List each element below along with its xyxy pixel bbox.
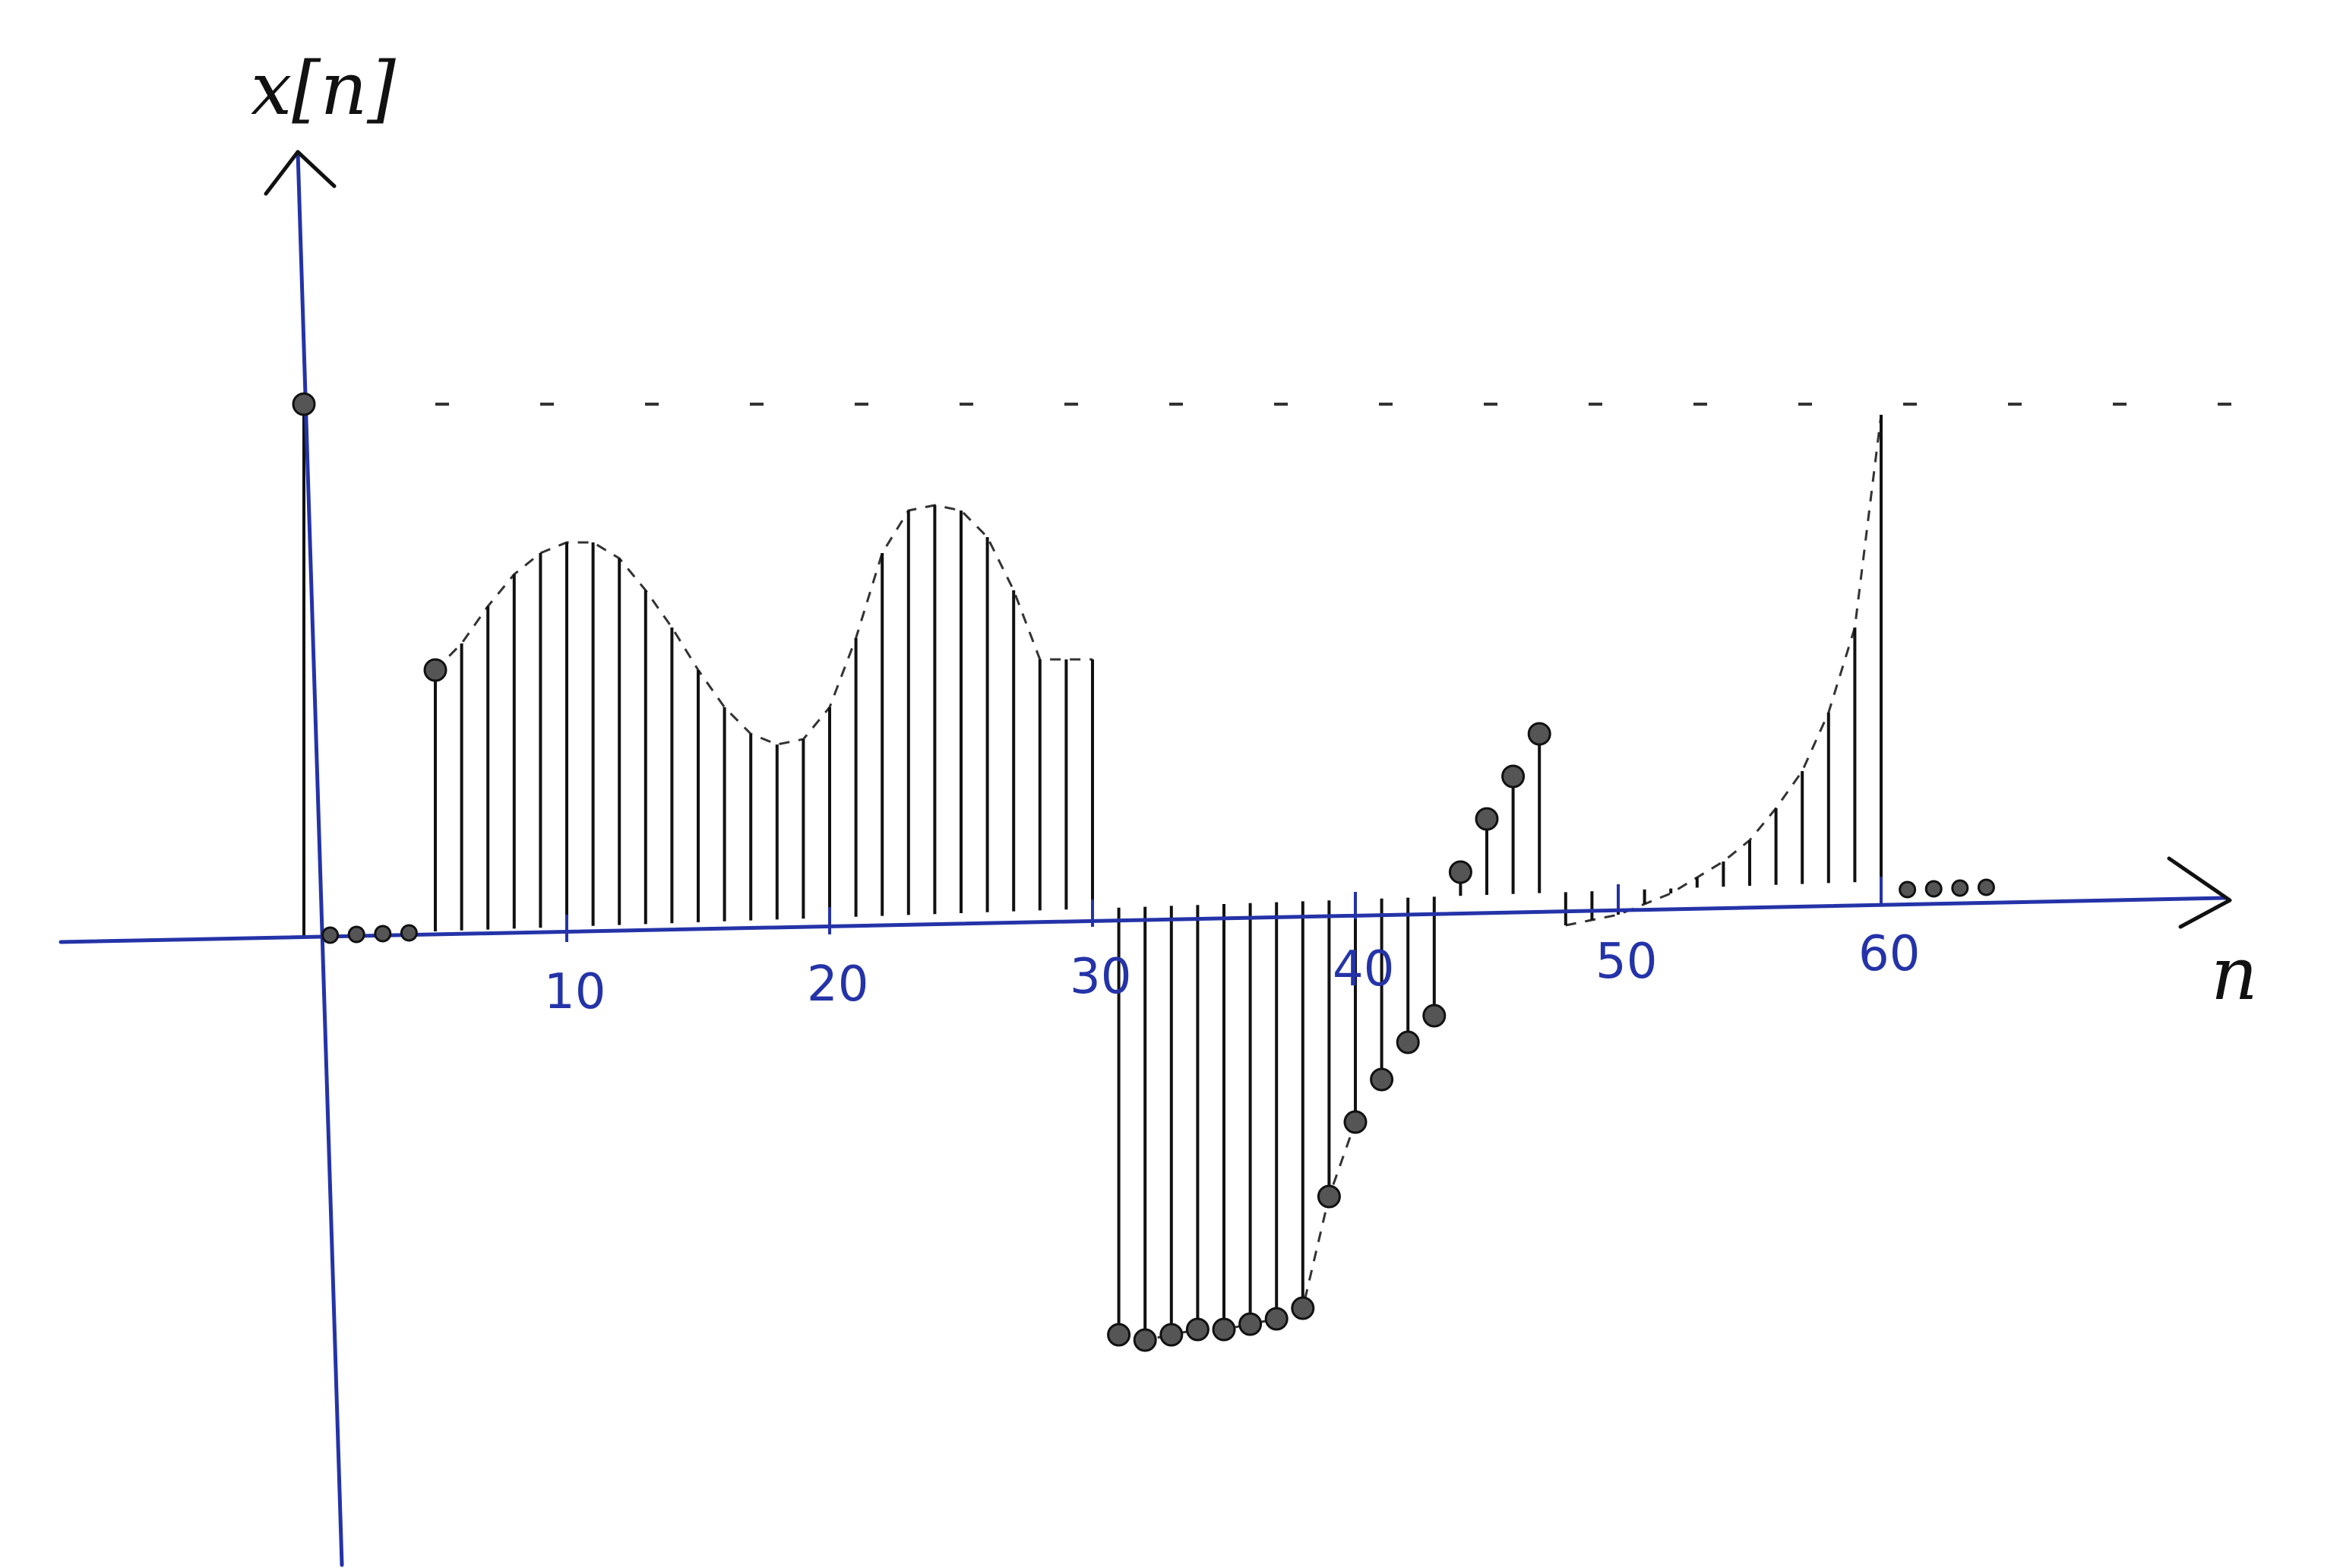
marker-n3 [374, 925, 392, 943]
marker-n47 [1527, 722, 1551, 746]
envelope-negative [1118, 1121, 1357, 1342]
x-tick-label-10: 10 [544, 964, 606, 1020]
x-tick-label-50: 50 [1595, 934, 1657, 990]
x-tick-label-40: 40 [1333, 941, 1394, 997]
marker-n37 [1264, 1307, 1289, 1331]
y-axis [296, 150, 344, 1567]
marker-n4 [400, 924, 418, 942]
markers-group [292, 392, 1995, 1352]
x-axis [58, 896, 2228, 944]
marker-n41 [1370, 1067, 1394, 1092]
marker-n63 [1951, 879, 1969, 897]
marker-n33 [1159, 1323, 1184, 1347]
marker-n61 [1899, 880, 1917, 899]
marker-n43 [1422, 1004, 1447, 1028]
marker-n46 [1501, 764, 1526, 789]
x-axis-title: n [2211, 931, 2258, 1016]
x-tick-label-30: 30 [1070, 949, 1131, 1005]
envelope-growth [1565, 414, 1883, 927]
x-tick-label-20: 20 [807, 956, 868, 1013]
marker-n32 [1133, 1328, 1157, 1352]
marker-n1 [321, 926, 340, 944]
marker-n62 [1924, 880, 1943, 898]
marker-n42 [1396, 1030, 1420, 1054]
axes-group [58, 150, 2232, 1567]
x-tick-label-60: 60 [1858, 926, 1920, 982]
marker-n36 [1238, 1312, 1263, 1336]
marker-n5 [423, 658, 447, 682]
stems-group [302, 404, 1883, 1340]
marker-n45 [1475, 807, 1499, 831]
marker-n35 [1212, 1317, 1236, 1342]
marker-n64 [1977, 878, 1995, 896]
marker-n2 [347, 925, 365, 944]
envelope-positive [434, 504, 1093, 746]
x-ticks-group: 10 20 30 40 50 60 [544, 877, 1920, 1020]
envelope-group [434, 414, 1883, 1342]
y-axis-arrow-icon [264, 150, 337, 196]
marker-n44 [1448, 860, 1472, 884]
marker-n38 [1291, 1296, 1315, 1320]
marker-n39 [1317, 1184, 1341, 1209]
y-axis-title: x[n] [251, 46, 396, 131]
marker-n31 [1107, 1323, 1131, 1347]
marker-n40 [1343, 1110, 1368, 1134]
x-axis-arrow-icon [2167, 856, 2232, 929]
marker-n0 [292, 392, 316, 416]
marker-n34 [1185, 1317, 1210, 1342]
